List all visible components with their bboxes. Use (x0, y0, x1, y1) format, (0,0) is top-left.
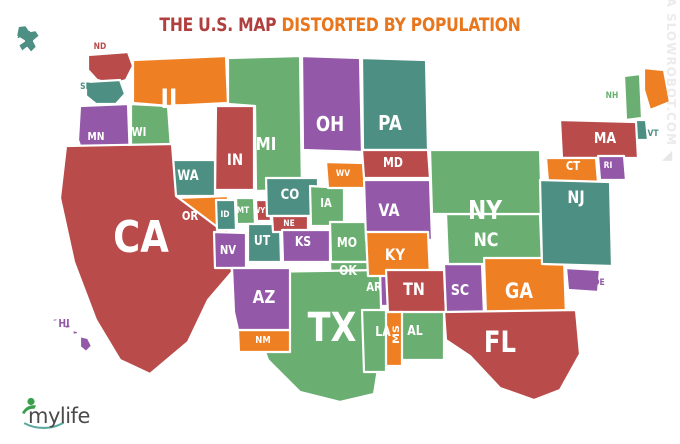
state-shape-nm[interactable] (236, 328, 292, 354)
state-shape-ri[interactable] (596, 154, 628, 182)
state-shape-la[interactable] (360, 308, 388, 374)
state-shape-ny[interactable] (428, 148, 544, 216)
state-shape-nh[interactable] (622, 72, 644, 122)
state-shape-nc[interactable] (444, 212, 544, 266)
mylife-logo-mark (22, 397, 65, 429)
state-shape-mi[interactable] (226, 54, 304, 193)
state-shape-nd[interactable] (86, 50, 135, 86)
state-shape-il[interactable] (131, 54, 230, 108)
page-title-part2: DISTORTED BY POPULATION (281, 14, 521, 36)
state-shape-ia[interactable] (308, 184, 346, 228)
watermark-glyph: ◢ (662, 148, 672, 162)
state-shape-me[interactable] (642, 66, 672, 112)
state-shape-az[interactable] (230, 266, 292, 332)
state-shape-pa[interactable] (360, 56, 430, 152)
state-shape-mo[interactable] (328, 220, 370, 264)
state-shape-ut[interactable] (246, 222, 283, 264)
page-title-part1: THE U.S. MAP (159, 14, 282, 36)
state-shape-nj[interactable] (538, 178, 614, 268)
state-shape-al[interactable] (398, 310, 446, 362)
mylife-logo-text: mylife (28, 404, 90, 428)
state-shape-va[interactable] (362, 178, 434, 242)
state-shape-ks[interactable] (280, 228, 332, 264)
state-shape-wv[interactable] (324, 160, 367, 190)
page-title: THE U.S. MAP DISTORTED BY POPULATION (61, 14, 619, 36)
state-shape-hi[interactable] (50, 316, 94, 354)
state-shape-de[interactable] (564, 266, 602, 294)
state-shape-tn[interactable] (384, 268, 448, 316)
state-shape-id[interactable] (214, 198, 238, 232)
state-shape-ma[interactable] (558, 118, 640, 160)
state-shape-nv[interactable] (212, 230, 248, 270)
state-shape-ak[interactable] (14, 23, 42, 55)
state-shape-sc[interactable] (442, 262, 486, 316)
state-shape-ct[interactable] (544, 156, 600, 184)
state-shape-ca[interactable] (58, 142, 234, 376)
state-shape-oh[interactable] (300, 54, 364, 154)
state-shape-ga[interactable] (482, 256, 568, 318)
state-shape-md[interactable] (360, 148, 432, 180)
state-shape-sd[interactable] (84, 78, 127, 106)
state-shape-in[interactable] (213, 104, 256, 192)
watermark-text: VIA SLOWROBOT.COM (664, 0, 678, 146)
state-shape-mt[interactable] (234, 196, 257, 226)
state-shape-fl[interactable] (442, 308, 582, 402)
mylife-logo[interactable]: mylife (14, 396, 98, 430)
